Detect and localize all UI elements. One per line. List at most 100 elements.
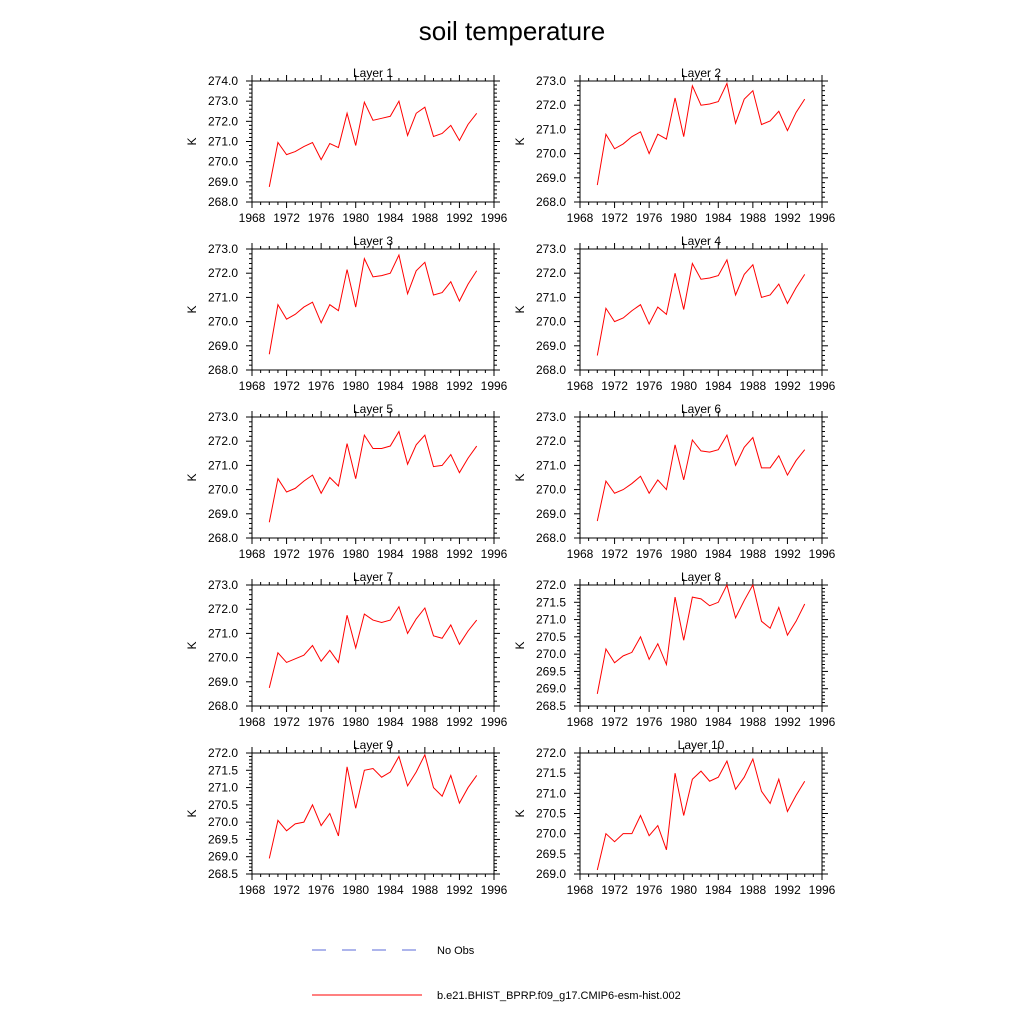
x-tick-label: 1976 <box>308 715 335 729</box>
x-tick-label: 1972 <box>273 547 300 561</box>
panel-layer-4: Layer 4 1968 1972 1976 1980 1984 1988 1992 1996 2… <box>513 234 836 393</box>
plot-frame <box>579 80 823 203</box>
y-tick-label: 271.0 <box>208 781 238 795</box>
x-tick-label: 1996 <box>481 211 508 225</box>
x-tick-label: 1992 <box>446 379 473 393</box>
x-tick-label: 1984 <box>705 883 732 897</box>
x-tick-label: 1984 <box>705 379 732 393</box>
x-tick-label: 1984 <box>705 211 732 225</box>
x-tick-label: 1980 <box>342 379 369 393</box>
x-tick-label: 1972 <box>601 379 628 393</box>
x-tick-label: 1984 <box>377 379 404 393</box>
series-line-1 <box>596 81 806 186</box>
x-tick-label: 1996 <box>481 547 508 561</box>
y-tick-label: 270.0 <box>536 827 566 841</box>
y-tick-label: 271.0 <box>536 613 566 627</box>
y-axis-label: K <box>185 305 199 313</box>
series-line-1 <box>268 430 478 523</box>
y-tick-label: 270.0 <box>208 315 238 329</box>
x-tick-label: 1988 <box>412 379 439 393</box>
y-tick-label: 270.0 <box>208 815 238 829</box>
y-tick-label: 269.0 <box>208 507 238 521</box>
series-line-1 <box>596 433 806 522</box>
figure-title: soil temperature <box>419 16 605 46</box>
x-tick-label: 1976 <box>308 379 335 393</box>
x-tick-label: 1972 <box>273 379 300 393</box>
y-tick-label: 269.0 <box>208 675 238 689</box>
x-tick-label: 1968 <box>567 547 594 561</box>
y-tick-label: 269.0 <box>208 175 238 189</box>
x-tick-label: 1992 <box>446 547 473 561</box>
panel-title: Layer 9 <box>353 738 393 752</box>
x-tick-label: 1980 <box>342 547 369 561</box>
y-tick-label: 273.0 <box>208 578 238 592</box>
panels-grid: Layer 1 1968 1972 1976 1980 1984 1988 1992 1996 2… <box>185 66 836 897</box>
x-tick-label: 1968 <box>239 379 266 393</box>
y-tick-label: 268.0 <box>536 531 566 545</box>
y-tick-label: 271.0 <box>536 458 566 472</box>
y-tick-label: 271.0 <box>536 122 566 136</box>
series-line-1 <box>596 583 806 694</box>
y-axis-label: K <box>185 641 199 649</box>
y-tick-label: 269.5 <box>208 832 238 846</box>
panel-title: Layer 2 <box>681 66 721 80</box>
x-tick-label: 1972 <box>273 211 300 225</box>
x-tick-label: 1976 <box>308 547 335 561</box>
y-tick-label: 269.0 <box>536 171 566 185</box>
y-tick-label: 268.5 <box>536 699 566 713</box>
y-tick-label: 269.0 <box>536 339 566 353</box>
x-tick-label: 1968 <box>567 715 594 729</box>
x-tick-label: 1972 <box>601 883 628 897</box>
series-line-1 <box>268 605 478 688</box>
y-tick-label: 269.0 <box>208 850 238 864</box>
x-tick-label: 1992 <box>774 883 801 897</box>
y-tick-label: 268.0 <box>208 363 238 377</box>
x-tick-label: 1980 <box>670 379 697 393</box>
x-tick-label: 1976 <box>636 547 663 561</box>
x-tick-label: 1968 <box>567 883 594 897</box>
x-tick-label: 1996 <box>481 379 508 393</box>
y-tick-label: 269.0 <box>536 682 566 696</box>
x-tick-label: 1988 <box>740 883 767 897</box>
y-tick-label: 272.0 <box>536 266 566 280</box>
y-tick-label: 271.0 <box>208 626 238 640</box>
x-tick-label: 1980 <box>342 715 369 729</box>
panel-title: Layer 5 <box>353 402 393 416</box>
y-tick-label: 270.0 <box>536 647 566 661</box>
x-tick-label: 1988 <box>740 547 767 561</box>
x-tick-label: 1980 <box>670 211 697 225</box>
x-tick-label: 1980 <box>670 883 697 897</box>
x-tick-label: 1976 <box>636 883 663 897</box>
x-tick-label: 1992 <box>446 211 473 225</box>
y-tick-label: 273.0 <box>208 410 238 424</box>
y-tick-label: 269.0 <box>208 339 238 353</box>
x-tick-label: 1976 <box>636 715 663 729</box>
panel-layer-10: Layer 10 1968 1972 1976 1980 1984 1988 1992 1996… <box>513 738 836 897</box>
plot-frame <box>251 416 495 539</box>
x-tick-label: 1968 <box>239 211 266 225</box>
x-tick-label: 1992 <box>774 715 801 729</box>
x-tick-label: 1988 <box>412 715 439 729</box>
y-tick-label: 272.0 <box>536 746 566 760</box>
y-axis-label: K <box>513 137 527 145</box>
panel-layer-2: Layer 2 1968 1972 1976 1980 1984 1988 1992 1996 2… <box>513 66 836 225</box>
y-tick-label: 270.0 <box>536 147 566 161</box>
x-tick-label: 1976 <box>308 883 335 897</box>
y-tick-label: 273.0 <box>208 94 238 108</box>
x-tick-label: 1968 <box>239 883 266 897</box>
y-tick-label: 269.0 <box>536 867 566 881</box>
x-tick-label: 1996 <box>809 379 836 393</box>
x-tick-label: 1984 <box>377 547 404 561</box>
y-tick-label: 269.0 <box>536 507 566 521</box>
y-tick-label: 271.5 <box>536 595 566 609</box>
y-tick-label: 270.5 <box>208 798 238 812</box>
panel-layer-7: Layer 7 1968 1972 1976 1980 1984 1988 1992 1996 2… <box>185 570 508 729</box>
x-tick-label: 1976 <box>636 211 663 225</box>
plot-frame <box>251 80 495 203</box>
panel-title: Layer 7 <box>353 570 393 584</box>
x-tick-label: 1980 <box>670 715 697 729</box>
x-tick-label: 1968 <box>567 379 594 393</box>
x-tick-label: 1992 <box>774 379 801 393</box>
panel-title: Layer 1 <box>353 66 393 80</box>
y-tick-label: 271.5 <box>536 766 566 780</box>
